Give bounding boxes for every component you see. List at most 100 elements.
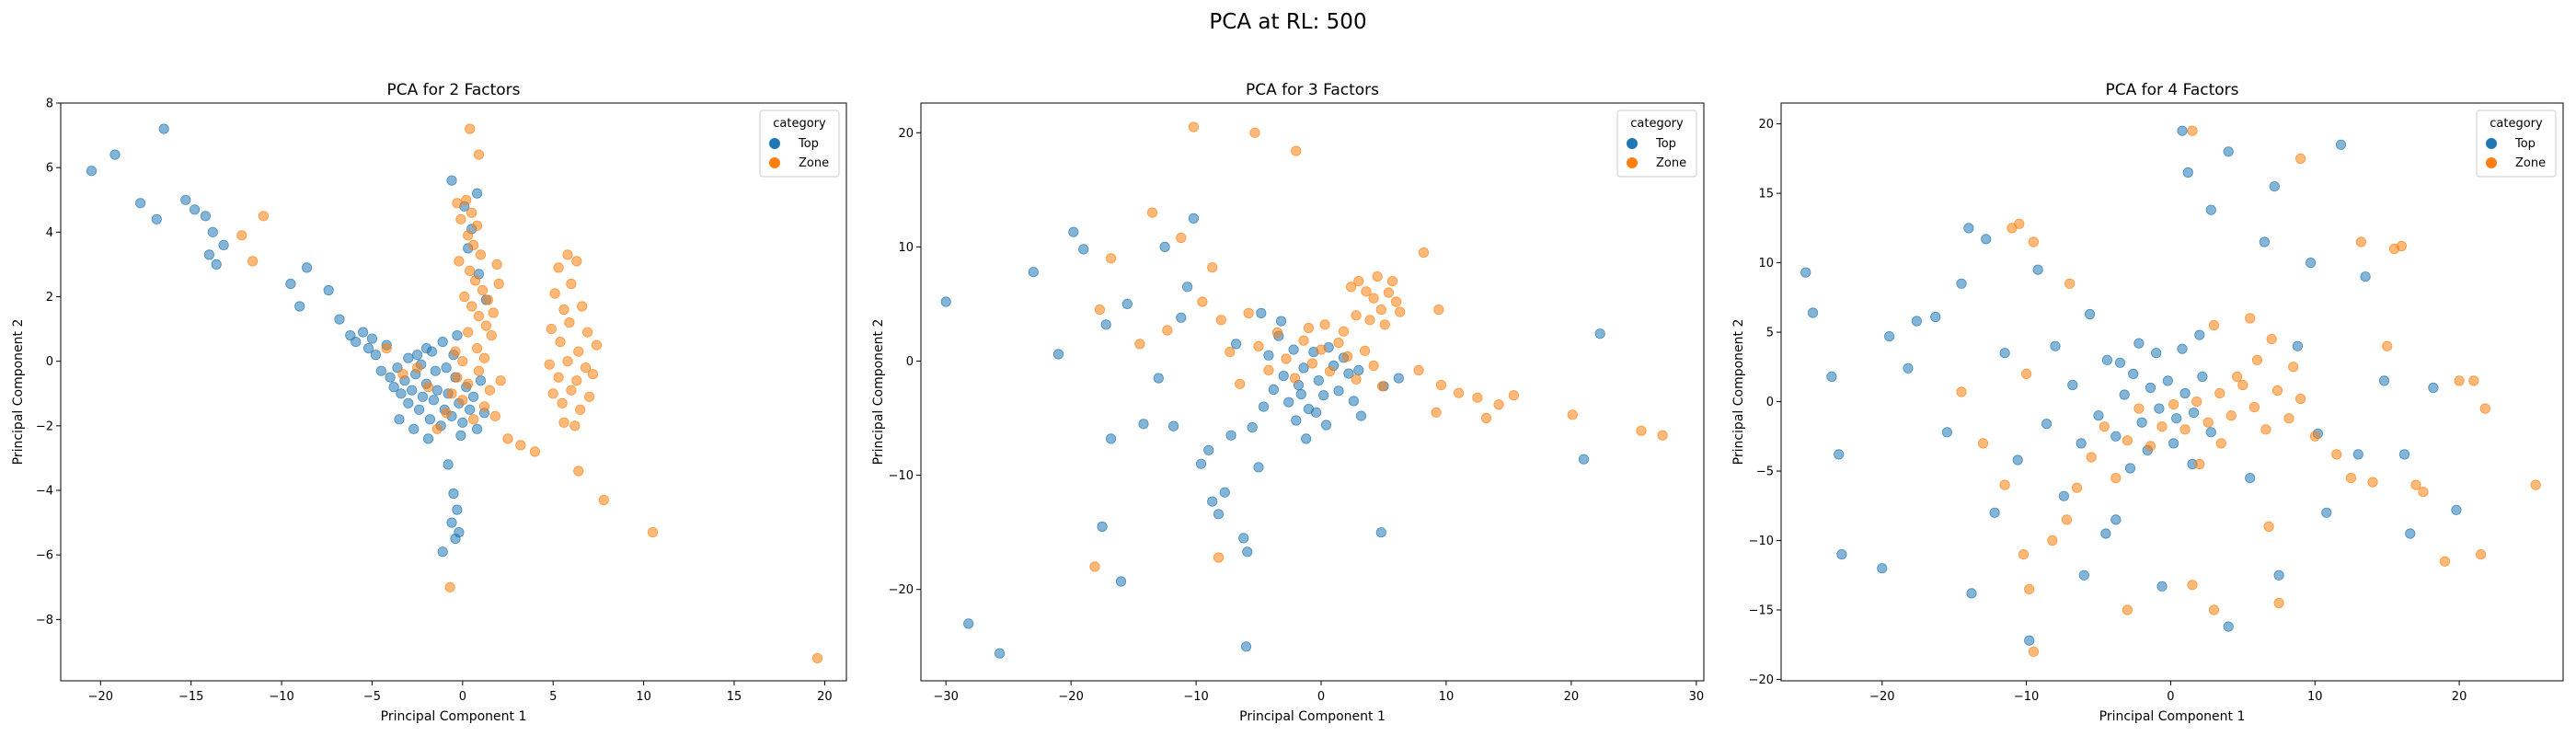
point-zone — [452, 198, 463, 209]
point-zone — [471, 342, 483, 354]
point-zone — [1375, 304, 1386, 316]
point-top — [218, 239, 229, 250]
point-zone — [463, 230, 474, 241]
point-zone — [2145, 441, 2156, 452]
point-top — [2335, 139, 2347, 150]
point-zone — [2179, 424, 2191, 435]
x-tick-label: 5 — [549, 690, 557, 704]
point-zone — [2191, 396, 2202, 408]
point-top — [357, 327, 369, 338]
point-zone — [591, 339, 603, 351]
point-top — [2151, 348, 2162, 359]
point-zone — [2156, 421, 2168, 432]
point-zone — [463, 327, 474, 338]
point-zone — [2273, 597, 2284, 609]
y-tick-label: −15 — [1749, 604, 1774, 618]
point-top — [370, 350, 381, 361]
point-top — [2076, 438, 2087, 449]
point-top — [1353, 364, 1364, 375]
point-top — [1219, 487, 1230, 498]
point-top — [2085, 308, 2096, 320]
point-top — [135, 198, 146, 209]
scatter-panel-3: PCA for 4 Factors −20 −10 0 10 20 −20 −15 −10 −5 0… — [1731, 81, 2564, 724]
point-zone — [1271, 327, 1283, 339]
point-zone — [1480, 412, 1492, 424]
point-zone — [461, 194, 472, 205]
point-top — [2145, 382, 2156, 394]
point-top — [1258, 401, 1270, 412]
point-zone — [450, 346, 461, 357]
point-zone — [473, 149, 485, 160]
points — [86, 123, 823, 664]
point-zone — [571, 375, 582, 386]
point-zone — [1094, 304, 1106, 316]
point-zone — [1351, 310, 1362, 321]
point-zone — [1386, 275, 1398, 287]
point-zone — [247, 256, 259, 267]
point-top — [2378, 375, 2390, 386]
point-zone — [1391, 296, 1402, 307]
point-zone — [2024, 583, 2035, 595]
point-zone — [2283, 413, 2294, 424]
legend-label-zone: Zone — [799, 156, 829, 170]
point-top — [446, 175, 457, 186]
point-top — [2451, 504, 2462, 515]
point-top — [407, 385, 418, 396]
point-top — [1355, 410, 1367, 421]
point-top — [2078, 569, 2089, 581]
point-top — [408, 423, 420, 434]
point-zone — [473, 365, 485, 376]
point-zone — [2133, 403, 2145, 414]
point-zone — [478, 401, 490, 412]
y-tick-label: 0 — [1766, 396, 1774, 409]
point-top — [1168, 420, 1179, 431]
legend-marker-top — [769, 138, 780, 149]
point-top — [1320, 420, 1332, 431]
point-zone — [2530, 479, 2541, 490]
point-zone — [575, 404, 586, 415]
point-zone — [2007, 223, 2018, 234]
point-zone — [583, 391, 595, 402]
point-zone — [1281, 353, 1292, 364]
point-zone — [258, 211, 269, 222]
point-zone — [467, 239, 479, 250]
point-zone — [469, 275, 481, 286]
point-top — [1963, 223, 1974, 234]
point-top — [180, 194, 191, 205]
y-tick-label: 5 — [1766, 327, 1774, 340]
point-zone — [1303, 322, 1315, 334]
point-zone — [2382, 340, 2393, 351]
point-zone — [471, 220, 483, 231]
point-zone — [557, 397, 568, 408]
point-top — [1903, 362, 1914, 374]
point-top — [1138, 419, 1149, 430]
point-top — [301, 262, 313, 273]
point-zone — [1346, 282, 1357, 293]
point-top — [1956, 278, 1967, 289]
point-top — [1231, 339, 1242, 350]
point-zone — [2237, 379, 2248, 391]
point-zone — [486, 329, 497, 341]
point-zone — [397, 369, 408, 380]
point-top — [1253, 462, 1264, 473]
point-top — [394, 414, 405, 425]
point-zone — [598, 494, 609, 506]
point-zone — [463, 378, 474, 389]
point-zone — [2122, 604, 2133, 615]
point-top — [1115, 576, 1127, 587]
y-tick-label: 0 — [46, 355, 53, 369]
point-zone — [2331, 449, 2342, 460]
point-top — [1836, 548, 1847, 560]
point-zone — [529, 446, 541, 457]
point-top — [1288, 344, 1299, 355]
point-top — [1275, 316, 1287, 327]
point-top — [2136, 417, 2147, 428]
point-top — [1348, 396, 1360, 407]
point-top — [2205, 427, 2216, 438]
point-top — [430, 365, 441, 376]
point-zone — [553, 262, 564, 273]
point-zone — [1106, 253, 1117, 264]
point-zone — [495, 375, 506, 386]
point-zone — [2064, 278, 2076, 289]
point-zone — [811, 652, 823, 664]
